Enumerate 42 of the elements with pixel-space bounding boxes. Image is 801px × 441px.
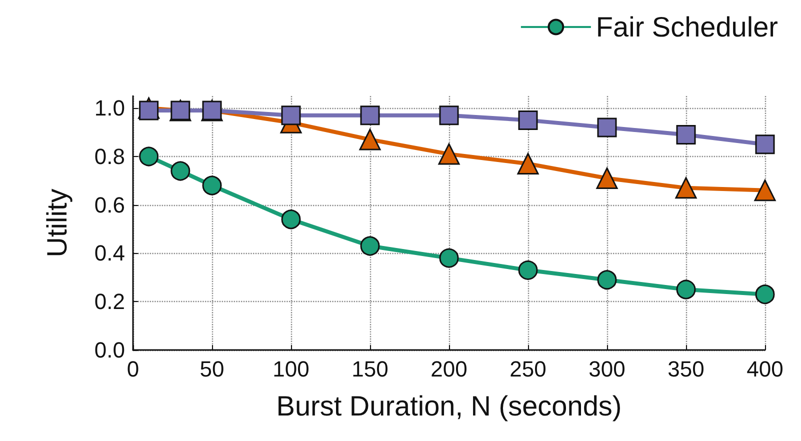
- x-axis-title: Burst Duration, N (seconds): [276, 390, 622, 422]
- x-tick-label: 50: [200, 356, 224, 382]
- point: [170, 161, 190, 181]
- legend-label: Fair Scheduler: [596, 12, 778, 42]
- point: [360, 236, 380, 256]
- x-tick-label: 250: [510, 356, 546, 382]
- y-tick-label: 0.8: [94, 144, 125, 169]
- point: [755, 284, 775, 304]
- y-tick-label: 0.2: [94, 289, 125, 314]
- point: [438, 143, 460, 165]
- x-tick-label: 400: [746, 356, 784, 382]
- x-tick-label: 300: [588, 356, 626, 382]
- y-axis-title: Utility: [42, 188, 72, 258]
- y-tick-label: 1.0: [94, 96, 125, 121]
- point: [754, 180, 776, 202]
- point: [360, 106, 380, 126]
- point: [597, 118, 617, 138]
- point: [676, 124, 696, 144]
- point: [518, 260, 538, 280]
- point: [597, 270, 617, 290]
- point: [281, 210, 301, 230]
- point: [202, 176, 222, 196]
- x-tick-label: 150: [352, 356, 388, 382]
- point: [596, 168, 618, 189]
- point: [359, 128, 381, 150]
- y-tick-label: 0.6: [94, 192, 125, 218]
- point: [517, 152, 539, 174]
- point: [755, 134, 775, 154]
- point: [139, 146, 159, 166]
- x-tick-label: 350: [668, 356, 704, 382]
- point: [676, 280, 696, 300]
- x-tick-label: 100: [272, 356, 310, 382]
- y-tick-label: 0.4: [94, 240, 125, 266]
- x-tick-label: 0: [126, 356, 140, 382]
- x-tick-label: 200: [430, 356, 468, 382]
- point: [439, 106, 459, 126]
- point: [518, 110, 538, 130]
- point: [139, 100, 159, 120]
- point: [281, 106, 301, 126]
- y-tick-label: 0.0: [94, 338, 125, 362]
- point: [675, 177, 697, 199]
- point: [439, 248, 459, 268]
